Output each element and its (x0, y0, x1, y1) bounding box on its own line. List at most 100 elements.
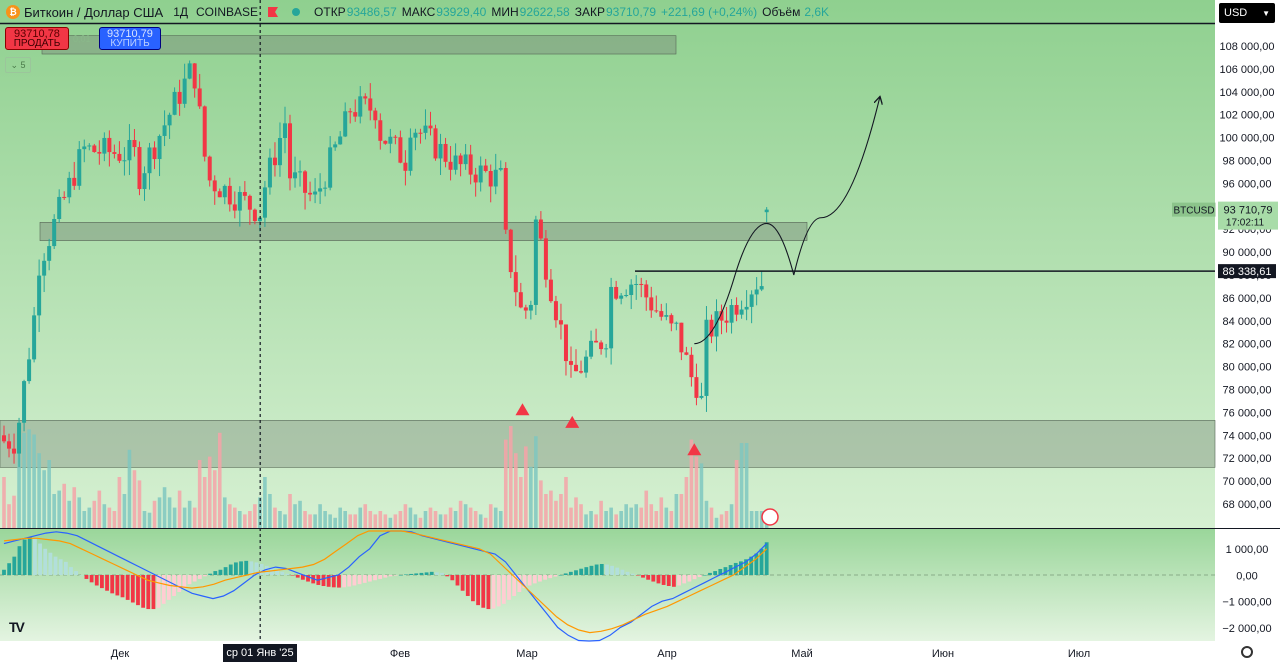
volume-bar (107, 507, 112, 528)
buy-button[interactable]: 93710,79 КУПИТЬ (99, 27, 161, 50)
countdown-timer: 17:02:11 (1226, 218, 1265, 229)
candle-body (739, 309, 744, 315)
macd-histogram-bar (182, 575, 187, 589)
candle-body (303, 171, 308, 193)
crosshair-date-badge: ср 01 Янв '25 (223, 644, 297, 662)
candle-body (609, 286, 614, 349)
macd-histogram-bar (558, 575, 563, 576)
volume-bar (162, 487, 167, 528)
volume-bar (373, 514, 378, 528)
candle-body (348, 111, 353, 113)
sell-button[interactable]: 93710,78 ПРОДАТЬ (5, 27, 69, 50)
volume-bar (714, 517, 719, 528)
macd-histogram-bar (718, 568, 723, 575)
macd-histogram-bar (53, 556, 58, 575)
volume-bar (574, 497, 578, 528)
volume-bar (182, 507, 187, 528)
candle-body (247, 195, 252, 210)
macd-histogram-bar (692, 575, 697, 580)
candle-body (32, 315, 37, 360)
volume-bar (12, 495, 16, 528)
macd-histogram-bar (630, 573, 635, 575)
volume-bar (328, 514, 332, 528)
volume-bar (127, 449, 132, 528)
volume-bar (57, 490, 61, 528)
candle-body (298, 171, 303, 173)
time-axis-background (0, 641, 1215, 662)
volume-bar (398, 511, 403, 528)
volume-bar (418, 517, 423, 528)
macd-histogram-bar (7, 563, 12, 575)
volume-bar (529, 466, 533, 528)
macd-histogram-bar (764, 542, 769, 575)
candle-body (483, 165, 488, 172)
close-value: 93710,79 (605, 5, 657, 19)
macd-histogram-bar (455, 575, 460, 586)
candle-body (729, 304, 734, 323)
candle-body (664, 315, 669, 317)
macd-histogram-bar (440, 572, 444, 575)
candle-body (172, 91, 177, 115)
candle-body (212, 180, 217, 192)
volume-bar (659, 497, 664, 528)
macd-histogram-bar (594, 564, 599, 575)
volume-bar (187, 500, 192, 528)
volume-bar (22, 432, 26, 528)
macd-histogram-bar (130, 575, 135, 603)
tradingview-logo-icon[interactable]: TV (9, 619, 25, 635)
price-tick-label: 108 000,00 (1219, 41, 1274, 53)
volume-bar (378, 511, 383, 528)
candle-body (378, 120, 383, 141)
volume-bar (704, 500, 709, 528)
symbol-title[interactable]: Биткоин / Доллар США (24, 4, 164, 20)
indicators-collapse-button[interactable]: ⌄ 5 (5, 57, 31, 73)
chevron-down-icon: ⌄ (10, 59, 21, 70)
volume-bar (478, 514, 483, 528)
time-axis-label: Май (791, 648, 813, 660)
candle-body (57, 196, 62, 219)
interval-label[interactable]: 1Д (173, 5, 189, 19)
candle-body (147, 147, 152, 174)
macd-histogram-bar (300, 575, 305, 580)
candle-body (508, 229, 513, 273)
volume-bar (644, 490, 649, 528)
candle-body (177, 91, 182, 104)
volume-bar (233, 507, 237, 528)
macd-histogram-bar (599, 563, 604, 575)
volume-bar (122, 494, 127, 528)
macd-histogram-bar (759, 548, 764, 575)
volume-label: Объём (762, 5, 801, 19)
currency-select[interactable]: USD ▼ (1219, 3, 1275, 23)
macd-histogram-bar (203, 575, 207, 577)
macd-histogram-bar (723, 567, 728, 575)
candle-body (604, 348, 609, 350)
candle-body (277, 138, 282, 166)
macd-histogram-bar (306, 575, 310, 582)
volume-bar (669, 511, 674, 528)
open-value: 93486,57 (346, 5, 397, 19)
flag-icon[interactable] (268, 7, 279, 17)
macd-histogram-bar (136, 575, 140, 606)
volume-bar (137, 480, 142, 528)
gear-icon[interactable] (1241, 646, 1253, 658)
volume-bar (579, 504, 583, 528)
price-tick-label: 96 000,00 (1223, 178, 1272, 190)
candle-body (368, 98, 373, 111)
volume-bar (649, 504, 654, 528)
macd-histogram-bar (177, 575, 182, 593)
price-tick-label: 76 000,00 (1223, 407, 1272, 419)
macd-tick-label: 1 000,00 (1226, 544, 1269, 556)
candle-body (553, 301, 558, 321)
volume-bar (87, 507, 92, 528)
candle-body (694, 377, 699, 398)
volume-bar (679, 494, 684, 528)
macd-histogram-bar (388, 575, 393, 577)
candle-body (7, 441, 12, 449)
candle-body (217, 191, 222, 198)
macd-histogram-bar (228, 564, 233, 575)
candle-body (293, 172, 298, 179)
candle-body (202, 106, 207, 157)
macd-histogram-bar (434, 572, 439, 575)
price-tick-label: 74 000,00 (1223, 430, 1272, 442)
